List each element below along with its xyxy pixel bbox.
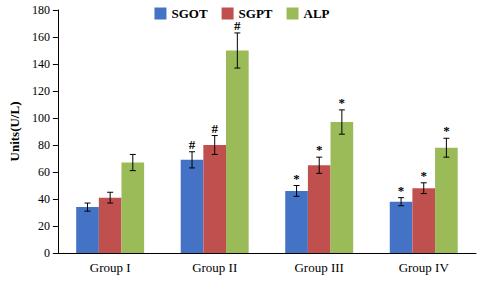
svg-text:SGOT: SGOT: [171, 6, 207, 21]
svg-text:160: 160: [32, 30, 50, 44]
svg-text:*: *: [316, 142, 323, 157]
svg-text:180: 180: [32, 3, 50, 17]
svg-text:*: *: [420, 168, 427, 183]
svg-text:140: 140: [32, 57, 50, 71]
svg-text:*: *: [398, 183, 405, 198]
svg-text:0: 0: [44, 246, 50, 260]
svg-text:Group III: Group III: [294, 260, 343, 275]
svg-text:#: #: [189, 137, 196, 152]
svg-text:80: 80: [38, 138, 50, 152]
svg-text:*: *: [443, 123, 450, 138]
svg-text:40: 40: [38, 192, 50, 206]
svg-text:ALP: ALP: [304, 6, 330, 21]
svg-text:SGPT: SGPT: [239, 6, 273, 21]
svg-text:Group I: Group I: [90, 260, 131, 275]
svg-text:120: 120: [32, 84, 50, 98]
svg-text:*: *: [293, 171, 300, 186]
svg-text:*: *: [339, 95, 346, 110]
svg-text:60: 60: [38, 165, 50, 179]
svg-text:#: #: [234, 18, 241, 33]
svg-text:Units(U/L): Units(U/L): [7, 102, 22, 162]
svg-text:20: 20: [38, 219, 50, 233]
svg-text:Group IV: Group IV: [399, 260, 450, 275]
svg-text:#: #: [211, 121, 218, 136]
svg-text:100: 100: [32, 111, 50, 125]
svg-text:Group II: Group II: [192, 260, 237, 275]
